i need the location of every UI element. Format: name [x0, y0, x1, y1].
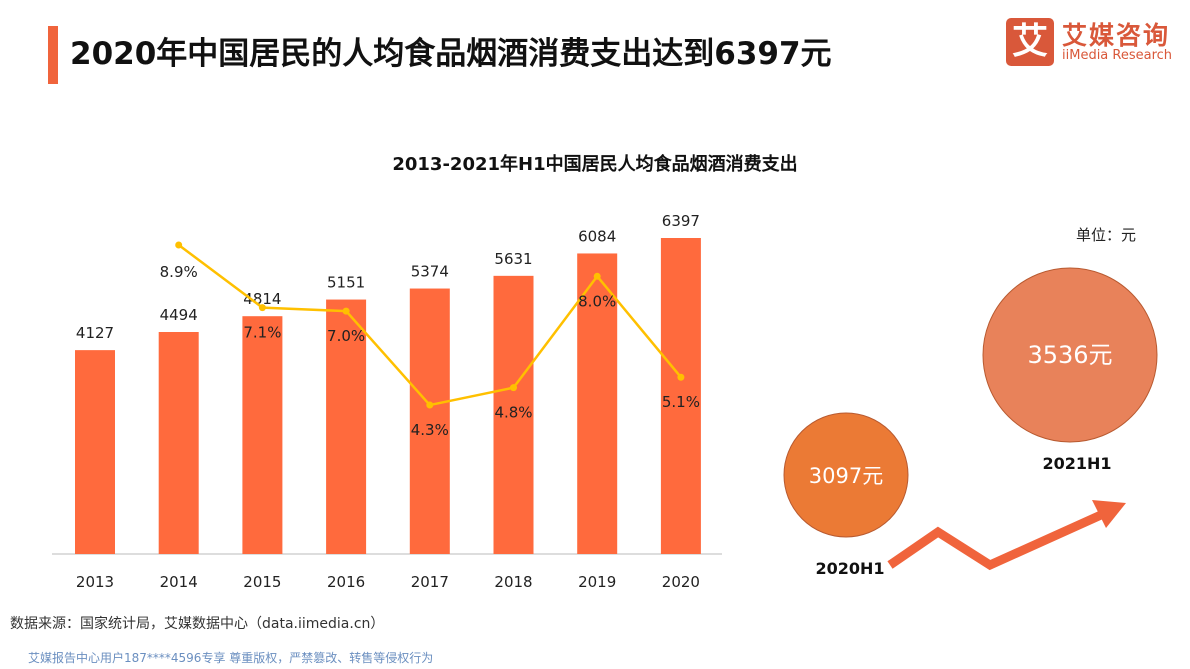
bar: [158, 332, 199, 554]
line-value-label: 7.0%: [327, 327, 365, 345]
bar: [75, 350, 115, 554]
bar: [577, 253, 618, 555]
bar-value-label: 6397: [662, 212, 700, 230]
chart-title: 2013-2021年H1中国居民人均食品烟酒消费支出: [392, 154, 798, 175]
x-tick-label: 2016: [327, 573, 365, 591]
line-value-label: 5.1%: [662, 393, 700, 411]
x-tick-label: 2014: [160, 573, 198, 591]
bar: [242, 316, 283, 554]
bar-value-label: 6084: [578, 227, 616, 245]
line-point: [510, 384, 517, 392]
line-point: [677, 373, 685, 381]
bar: [493, 275, 534, 554]
x-tick-label: 2020: [662, 573, 700, 591]
line-point: [258, 304, 266, 312]
line-value-label: 7.1%: [243, 324, 281, 342]
bar-value-label: 5631: [494, 250, 532, 268]
x-tick-label: 2013: [76, 573, 114, 591]
x-tick-label: 2017: [411, 573, 449, 591]
page-title: 2020年中国居民的人均食品烟酒消费支出达到6397元: [70, 36, 832, 72]
line-value-label: 8.0%: [578, 292, 616, 310]
x-tick-label: 2015: [243, 573, 281, 591]
bubble: [982, 267, 1158, 443]
x-tick-label: 2018: [494, 573, 532, 591]
unit-label: 单位：元: [1076, 226, 1137, 244]
line-point: [175, 241, 183, 249]
bar: [660, 238, 701, 554]
line-value-label: 4.8%: [494, 404, 532, 422]
line-value-label: 4.3%: [411, 421, 449, 439]
line-value-label: 8.9%: [160, 263, 198, 281]
bar-value-label: 4814: [243, 290, 281, 308]
bar-value-label: 4127: [76, 324, 114, 342]
bubble-category-label: 2020H1: [815, 559, 884, 578]
line-point: [593, 272, 601, 280]
line-point: [426, 401, 434, 409]
line-point: [342, 307, 350, 315]
trend-arrow: [887, 505, 1114, 571]
bubble-value-label: 3536元: [1027, 341, 1112, 369]
data-source: 数据来源：国家统计局，艾媒数据中心（data.iimedia.cn）: [10, 616, 385, 632]
arrow-head-icon: [1092, 500, 1126, 528]
logo-subtext: iiMedia Research: [1062, 48, 1173, 63]
bubble-category-label: 2021H1: [1042, 454, 1111, 473]
title-accent-bar: [48, 26, 58, 84]
x-tick-label: 2019: [578, 573, 616, 591]
bar: [326, 299, 367, 554]
bar-value-label: 5151: [327, 274, 365, 292]
bar: [409, 288, 450, 554]
watermark: 艾媒报告中心用户187****4596专享 尊重版权，严禁篡改、转售等侵权行为: [28, 651, 434, 665]
logo-text: 艾媒咨询: [1062, 21, 1171, 50]
bar-value-label: 5374: [411, 263, 449, 281]
bubble: [783, 412, 909, 538]
logo-icon: 艾: [1006, 18, 1054, 66]
bar-value-label: 4494: [160, 306, 198, 324]
bubble-value-label: 3097元: [809, 464, 883, 488]
